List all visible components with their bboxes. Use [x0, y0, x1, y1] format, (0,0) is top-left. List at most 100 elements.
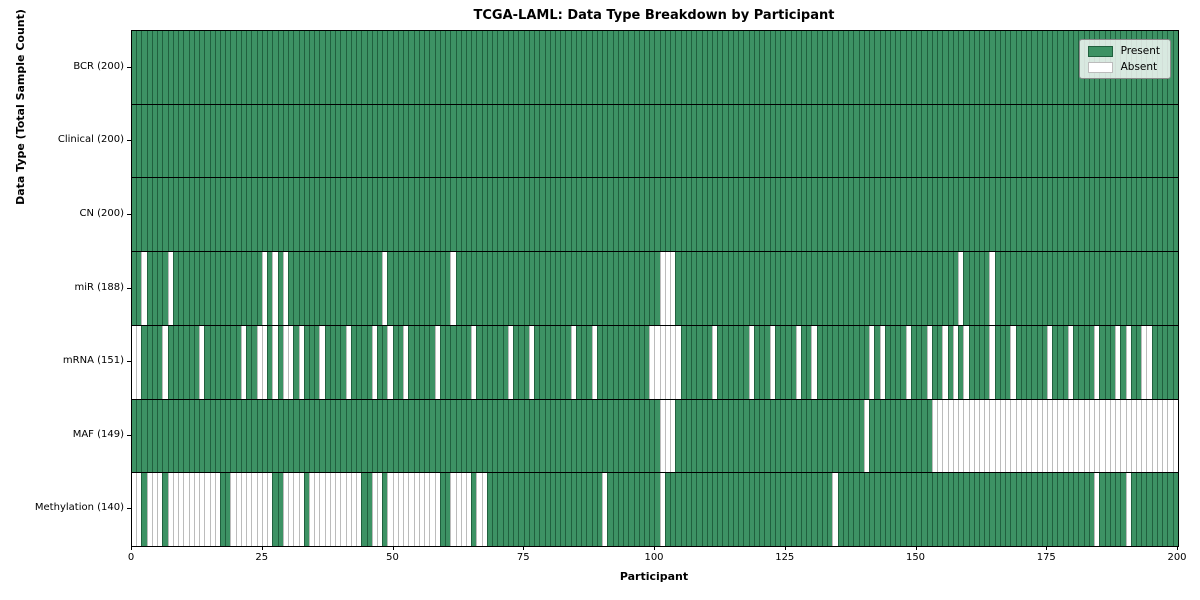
matrix-cell — [638, 252, 644, 325]
matrix-cell — [732, 252, 739, 325]
matrix-cell — [989, 104, 995, 178]
matrix-cell — [732, 104, 739, 178]
matrix-cell — [806, 31, 812, 104]
matrix-cell — [507, 178, 514, 252]
matrix-cell — [722, 252, 728, 325]
matrix-cell — [272, 31, 278, 104]
matrix-cell — [832, 104, 838, 178]
matrix-cell — [450, 178, 456, 252]
matrix-cell — [696, 325, 702, 399]
matrix-cell — [319, 252, 325, 325]
matrix-cell — [146, 473, 152, 547]
matrix-cell — [874, 399, 880, 473]
matrix-cell — [136, 104, 142, 178]
matrix-cell — [984, 399, 990, 473]
matrix-cell — [675, 178, 681, 252]
matrix-cell — [989, 31, 995, 104]
matrix-cell — [382, 399, 388, 473]
matrix-cell — [785, 252, 791, 325]
matrix-cell — [1141, 473, 1147, 547]
matrix-cell — [335, 104, 341, 178]
matrix-cell — [335, 399, 341, 473]
matrix-cell — [314, 252, 320, 325]
matrix-cell — [1031, 252, 1037, 325]
matrix-cell — [586, 104, 592, 178]
matrix-cell — [167, 252, 173, 325]
matrix-cell — [1073, 473, 1079, 547]
matrix-cell — [1005, 325, 1011, 399]
matrix-cell — [267, 31, 273, 104]
matrix-cell — [633, 473, 639, 547]
matrix-cell — [748, 325, 754, 399]
matrix-cell — [366, 31, 372, 104]
matrix-cell — [298, 325, 304, 399]
matrix-cell — [246, 473, 252, 547]
matrix-cell — [879, 104, 885, 178]
matrix-cell — [439, 104, 446, 178]
matrix-cell — [759, 104, 765, 178]
matrix-cell — [1141, 399, 1147, 473]
matrix-cell — [288, 31, 294, 104]
matrix-cell — [492, 399, 498, 473]
matrix-cell — [267, 252, 273, 325]
matrix-cell — [612, 399, 618, 473]
matrix-cell — [942, 325, 948, 399]
matrix-cell — [466, 104, 472, 178]
row-label-mrna: mRNA (151) — [62, 355, 124, 367]
matrix-cell — [570, 31, 576, 104]
matrix-cell — [947, 399, 953, 473]
matrix-cell — [219, 178, 226, 252]
matrix-cell — [764, 399, 770, 473]
matrix-cell — [743, 104, 749, 178]
matrix-cell — [617, 325, 624, 399]
matrix-cell — [978, 31, 985, 104]
matrix-cell — [1010, 178, 1016, 252]
matrix-cell — [659, 252, 665, 325]
matrix-cell — [1156, 252, 1163, 325]
y-tick-mark — [127, 213, 131, 215]
matrix-cell — [366, 325, 372, 399]
matrix-cell — [1010, 31, 1016, 104]
matrix-cell — [132, 325, 137, 399]
matrix-cell — [209, 399, 215, 473]
matrix-cell — [413, 473, 419, 547]
matrix-cell — [654, 325, 660, 399]
matrix-cell — [926, 252, 932, 325]
matrix-cell — [1010, 473, 1016, 547]
matrix-row-clinical — [132, 104, 1178, 179]
matrix-cell — [879, 252, 885, 325]
matrix-cell — [659, 325, 665, 399]
matrix-cell — [146, 31, 152, 104]
matrix-cell — [261, 31, 268, 104]
matrix-cell — [596, 31, 603, 104]
matrix-cell — [1172, 31, 1178, 104]
matrix-cell — [759, 473, 765, 547]
matrix-cell — [209, 31, 215, 104]
matrix-cell — [356, 104, 362, 178]
matrix-cell — [214, 31, 220, 104]
matrix-cell — [895, 178, 901, 252]
matrix-cell — [889, 31, 896, 104]
matrix-cell — [654, 178, 660, 252]
matrix-cell — [172, 473, 179, 547]
matrix-cell — [382, 325, 388, 399]
matrix-row-cn — [132, 178, 1178, 253]
matrix-cell — [947, 325, 953, 399]
matrix-cell — [884, 399, 890, 473]
matrix-cell — [303, 104, 309, 178]
matrix-cell — [460, 252, 466, 325]
matrix-cell — [350, 31, 357, 104]
matrix-cell — [785, 104, 791, 178]
matrix-cell — [889, 325, 896, 399]
matrix-cell — [214, 325, 220, 399]
matrix-cell — [1020, 104, 1027, 178]
matrix-cell — [743, 252, 749, 325]
matrix-cell — [481, 178, 487, 252]
matrix-cell — [1162, 473, 1168, 547]
matrix-cell — [219, 399, 226, 473]
matrix-cell — [549, 178, 555, 252]
matrix-cell — [492, 178, 498, 252]
matrix-cell — [680, 325, 686, 399]
matrix-cell — [680, 178, 686, 252]
matrix-cell — [445, 252, 451, 325]
